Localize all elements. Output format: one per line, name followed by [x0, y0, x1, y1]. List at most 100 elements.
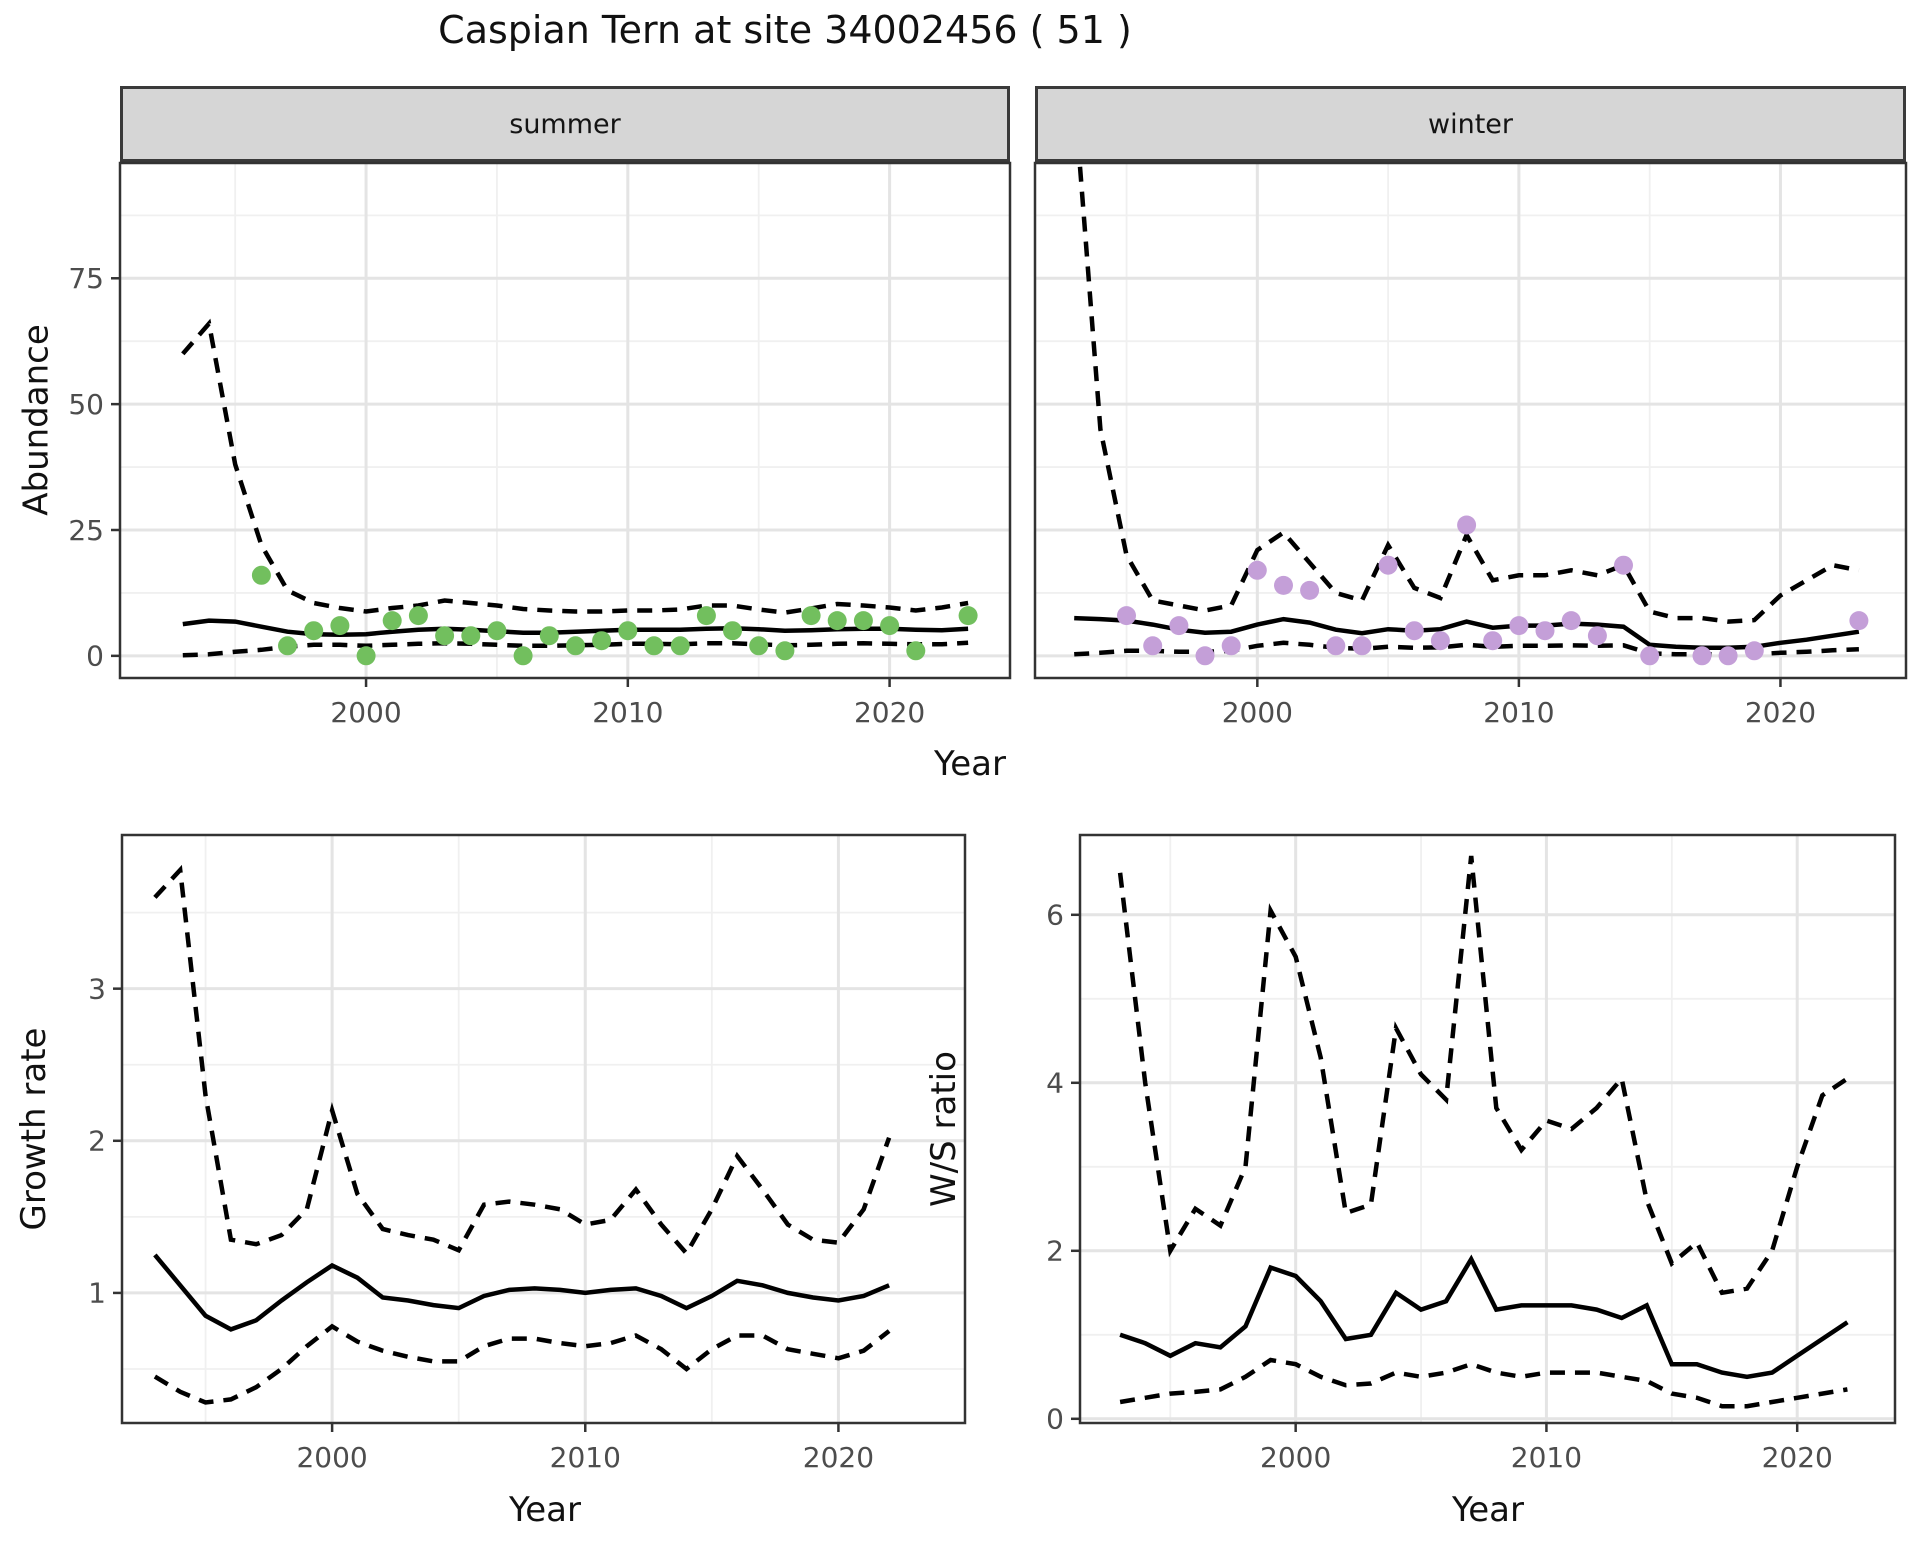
data-point [853, 611, 873, 631]
upper-ci-line [181, 318, 969, 615]
lower-ci-line [153, 1323, 891, 1405]
data-point [801, 606, 821, 626]
data-point [1404, 621, 1424, 641]
summer-abundance-panel: 2000 2010 2020 0 25 50 75 [68, 161, 1012, 729]
gridlines [120, 163, 1010, 678]
y-tick-label: 50 [68, 388, 104, 421]
data-point [1274, 575, 1293, 595]
data-point [382, 611, 402, 631]
data-point [827, 611, 847, 631]
data-point [618, 621, 638, 641]
gridlines [122, 835, 965, 1423]
gridlines [1080, 835, 1895, 1423]
data-point [278, 636, 297, 656]
data-point [435, 626, 455, 646]
x-axis-ticks: 2000 2010 2020 [330, 678, 925, 729]
panel-border [120, 833, 967, 1425]
y-tick-label: 25 [68, 514, 104, 547]
x-tick-label: 2000 [1260, 1441, 1331, 1474]
data-point [906, 641, 926, 661]
x-axis-ticks: 2000 2010 2020 [1222, 678, 1816, 729]
data-point [330, 616, 350, 636]
data-point [644, 636, 664, 656]
data-point [775, 641, 795, 661]
summer-observations [251, 565, 978, 666]
y-axis-title-ws-ratio: W/S ratio [924, 1051, 964, 1207]
y-tick-label: 2 [1046, 1235, 1064, 1268]
data-point [1535, 621, 1555, 641]
y-axis-ticks: 0 2 4 6 [1046, 899, 1080, 1436]
winter-observations [1117, 515, 1869, 666]
data-point [1300, 580, 1320, 600]
y-axis-title-growth-rate: Growth rate [14, 1027, 54, 1231]
x-tick-label: 2020 [803, 1441, 874, 1474]
figure-title: Caspian Tern at site 34002456 ( 51 ) [438, 8, 1132, 52]
data-point [880, 616, 900, 636]
y-tick-label: 1 [88, 1277, 106, 1310]
panel-border [118, 161, 1012, 680]
growth-rate-plot-area: 2000 2010 2020 1 2 3 [88, 833, 967, 1474]
data-point [1718, 646, 1738, 666]
upper-ci-line [1077, 163, 1860, 624]
x-tick-label: 2010 [592, 696, 663, 729]
y-tick-label: 4 [1046, 1067, 1064, 1100]
fit-line [153, 1253, 890, 1332]
data-point [723, 621, 742, 641]
data-point [958, 606, 978, 626]
x-axis-title-year-bottom-left: Year [509, 1490, 581, 1530]
data-point [356, 646, 376, 666]
x-tick-label: 2010 [1511, 1441, 1582, 1474]
data-point [304, 621, 324, 641]
panel-border [1033, 161, 1908, 680]
data-point [1143, 636, 1163, 656]
y-axis-title-abundance: Abundance [16, 324, 57, 516]
fit-line [1119, 1254, 1849, 1380]
data-point [592, 631, 612, 651]
data-point [1326, 636, 1346, 656]
x-axis-ticks: 2000 2010 2020 [296, 1423, 874, 1474]
lower-ci-line [1119, 1357, 1848, 1409]
x-axis-title-year-top: Year [934, 744, 1006, 784]
data-point [1352, 636, 1372, 656]
y-axis-ticks: 0 25 50 75 [68, 262, 120, 673]
x-tick-label: 2020 [1745, 696, 1816, 729]
data-point [1169, 616, 1189, 636]
data-point [1221, 636, 1241, 656]
data-point [1587, 626, 1607, 646]
x-tick-label: 2000 [330, 696, 401, 729]
winter-abundance-panel: 2000 2010 2020 [1033, 161, 1908, 729]
x-tick-label: 2010 [550, 1441, 621, 1474]
ws-ratio-panel: 2000 2010 2020 0 2 4 6 [1046, 833, 1897, 1474]
data-point [1195, 646, 1215, 666]
data-point [1483, 631, 1503, 651]
ws-ratio-plot-area: 2000 2010 2020 0 2 4 6 [1046, 833, 1897, 1474]
facet-strip-winter-label: winter [1428, 108, 1513, 140]
abundance-winter-plot-area: 2000 2010 2020 [1033, 161, 1908, 729]
data-point [1640, 646, 1660, 666]
data-point [1849, 611, 1869, 631]
x-tick-label: 2000 [296, 1441, 367, 1474]
data-point [1692, 646, 1712, 666]
fit-line [182, 618, 969, 637]
series-lines [1117, 855, 1849, 1409]
x-axis-ticks: 2000 2010 2020 [1260, 1423, 1833, 1474]
y-tick-label: 2 [88, 1125, 106, 1158]
data-point [1378, 555, 1398, 575]
data-point [251, 565, 271, 585]
data-point [1614, 555, 1633, 575]
data-point [1457, 515, 1477, 535]
data-point [539, 626, 559, 646]
x-tick-label: 2000 [1222, 696, 1293, 729]
data-point [749, 636, 769, 656]
series-lines [181, 318, 969, 658]
x-tick-label: 2020 [1762, 1441, 1833, 1474]
upper-ci-line [153, 864, 892, 1258]
facet-strip-summer-label: summer [509, 108, 621, 140]
data-point [1117, 606, 1136, 626]
panel-border [1078, 833, 1897, 1425]
series-lines [1074, 163, 1860, 657]
data-point [513, 646, 533, 666]
data-point [487, 621, 507, 641]
series-lines [153, 864, 892, 1405]
data-point [1509, 616, 1529, 636]
